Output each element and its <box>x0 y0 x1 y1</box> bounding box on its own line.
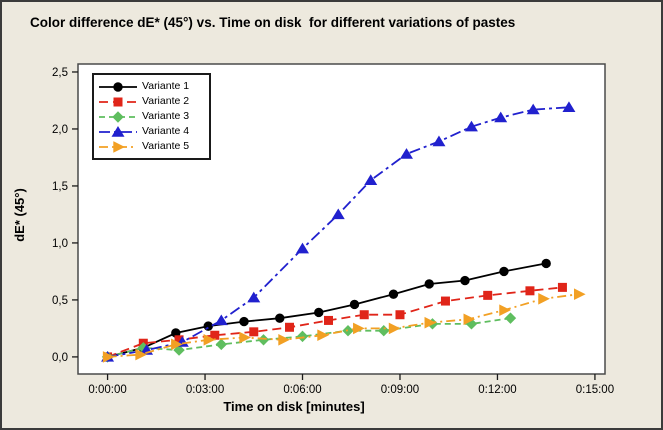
data-point-marker <box>388 289 399 299</box>
data-point-marker <box>112 110 124 123</box>
data-point-marker <box>388 322 401 335</box>
series-line <box>107 293 579 358</box>
data-point-marker <box>504 312 517 324</box>
data-point-marker <box>499 304 511 316</box>
data-point-marker <box>557 282 567 292</box>
legend-sample-triangle-right-icon <box>99 140 137 153</box>
data-point-marker <box>463 313 476 326</box>
data-point-marker <box>203 333 216 346</box>
legend-item-label: Variante 2 <box>142 95 190 108</box>
data-point-marker <box>424 279 434 289</box>
data-point-marker <box>296 242 310 254</box>
data-point-marker <box>173 344 185 356</box>
data-point-marker <box>541 258 551 269</box>
data-point-marker <box>424 316 437 329</box>
data-point-marker <box>460 275 470 286</box>
data-point-marker <box>113 97 123 106</box>
legend-sample-square-icon <box>99 97 137 106</box>
x-tick-label: 0:09:00 <box>381 384 419 396</box>
data-point-marker <box>203 321 213 331</box>
legend-item-label: Variante 4 <box>142 125 190 138</box>
legend-item: Variante 3 <box>98 109 209 124</box>
y-tick-label: 1,0 <box>52 238 68 250</box>
y-tick-label: 1,5 <box>52 181 68 193</box>
data-point-marker <box>210 330 220 340</box>
chart-title: Color difference dE* (45°) vs. Time on d… <box>30 15 516 30</box>
data-point-marker <box>113 81 123 92</box>
series-line <box>107 106 569 358</box>
y-axis-title: dE* (45°) <box>12 188 27 242</box>
x-tick-label: 0:03:00 <box>186 384 224 396</box>
data-point-marker <box>562 101 576 113</box>
data-point-marker <box>378 324 390 337</box>
legend-sample-triangle-up-icon <box>99 125 137 137</box>
data-point-marker <box>399 148 413 159</box>
data-point-marker <box>432 135 446 147</box>
legend-item-label: Variante 5 <box>142 140 190 153</box>
data-point-marker <box>364 174 378 185</box>
x-tick-label: 0:06:00 <box>283 384 321 396</box>
legend-sample-diamond-icon <box>99 110 137 123</box>
data-point-marker <box>494 111 508 123</box>
data-point-marker <box>464 120 478 132</box>
legend: Variante 1 Variante 2 Variante 3 Variante 4… <box>92 73 211 160</box>
x-tick-label: 0:12:00 <box>478 384 516 396</box>
series-variante-5 <box>102 288 586 363</box>
y-axis-ticks: 0,0 0,5 1,0 1,5 2,0 2,5 <box>52 67 78 364</box>
data-point-marker <box>275 313 285 323</box>
data-point-marker <box>440 296 450 306</box>
x-axis-ticks: 0:00:00 0:03:00 0:06:00 0:09:00 0:12:00 0:15:… <box>88 374 614 396</box>
data-point-marker <box>239 331 251 344</box>
data-point-marker <box>249 327 259 337</box>
data-point-marker <box>215 338 227 351</box>
data-point-marker <box>239 316 249 327</box>
data-point-marker <box>353 322 365 335</box>
data-point-marker <box>526 103 540 115</box>
y-tick-label: 2,0 <box>52 124 68 136</box>
data-point-marker <box>171 338 183 351</box>
data-point-marker <box>214 314 228 326</box>
data-point-marker <box>331 208 345 220</box>
data-point-marker <box>135 348 147 361</box>
data-point-marker <box>324 315 334 325</box>
series-variante-1 <box>102 258 551 362</box>
legend-item: Variante 1 <box>98 79 209 94</box>
x-tick-label: 0:00:00 <box>88 384 126 396</box>
data-point-marker <box>395 310 405 320</box>
data-point-marker <box>359 310 369 320</box>
data-point-marker <box>525 286 535 296</box>
data-point-marker <box>483 290 493 300</box>
legend-item: Variante 4 <box>98 124 209 139</box>
x-tick-label: 0:15:00 <box>576 384 614 396</box>
data-point-marker <box>342 324 354 337</box>
y-tick-label: 2,5 <box>52 67 68 79</box>
legend-sample-circle-icon <box>99 81 137 92</box>
series-line <box>107 317 511 358</box>
legend-item-label: Variante 1 <box>142 80 190 93</box>
series-variante-4 <box>101 101 576 362</box>
data-point-marker <box>285 322 295 332</box>
data-point-marker <box>278 333 290 346</box>
legend-item: Variante 5 <box>98 139 209 154</box>
legend-item-label: Variante 3 <box>142 110 190 123</box>
data-point-marker <box>113 140 125 153</box>
data-point-marker <box>499 266 509 277</box>
y-tick-label: 0,5 <box>52 295 68 307</box>
data-point-marker <box>349 299 360 310</box>
legend-item: Variante 2 <box>98 94 209 109</box>
data-point-marker <box>296 330 309 343</box>
y-tick-label: 0,0 <box>52 352 68 364</box>
data-point-marker <box>538 292 550 305</box>
x-axis-title: Time on disk [minutes] <box>223 399 364 414</box>
data-point-marker <box>317 329 329 342</box>
data-point-marker <box>314 307 324 318</box>
data-point-marker <box>111 125 125 137</box>
data-point-marker <box>247 291 261 303</box>
data-point-marker <box>102 351 115 363</box>
data-point-marker <box>573 288 586 301</box>
